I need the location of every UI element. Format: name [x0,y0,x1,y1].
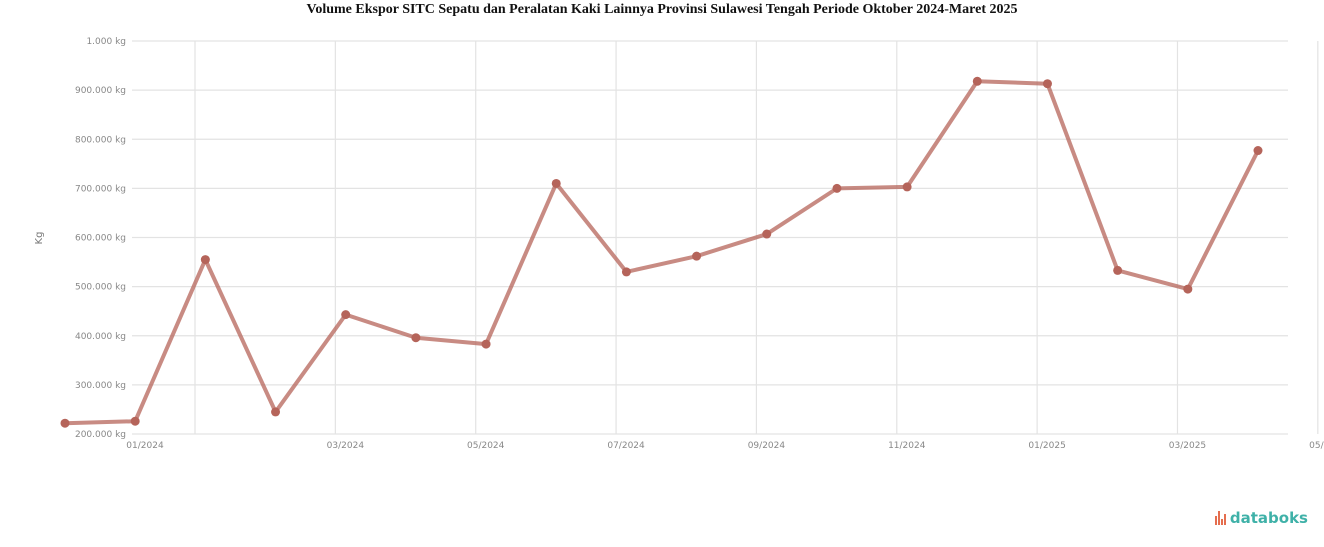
data-point[interactable] [60,418,70,428]
data-point[interactable] [621,267,631,277]
data-point[interactable] [341,310,351,320]
x-tick-label: 07/2024 [607,441,645,451]
y-tick-label: 200.000 kg [75,430,126,440]
data-point[interactable] [1253,146,1263,156]
data-point[interactable] [1113,265,1123,275]
data-point[interactable] [200,255,210,265]
y-tick-label: 700.000 kg [75,184,126,194]
x-tick-label: 03/2025 [1169,441,1206,451]
x-tick-label: 01/2024 [126,441,164,451]
data-point[interactable] [692,251,702,261]
databoks-logo-icon [1214,511,1226,525]
data-point[interactable] [551,178,561,188]
x-tick-label: 03/2024 [327,441,365,451]
series-layer [60,76,1263,428]
y-tick-label: 300.000 kg [75,381,126,391]
x-tick-label: 09/2024 [748,441,786,451]
y-tick-label: 800.000 kg [75,135,126,145]
data-point[interactable] [902,182,912,192]
x-tick-label: 11/2024 [888,441,926,451]
brand-name: databoks [1229,509,1308,527]
y-tick-label: 600.000 kg [75,234,126,244]
data-point[interactable] [1042,79,1052,89]
data-point[interactable] [972,76,982,86]
y-axis-label: Kg [34,232,45,245]
x-tick-label: 05/2025 [1309,441,1324,451]
data-point[interactable] [481,339,491,349]
x-tick-label: 05/2024 [467,441,505,451]
y-tick-label: 500.000 kg [75,283,126,293]
y-tick-label: 1.000 kg [86,37,126,47]
data-point[interactable] [411,333,421,343]
data-point[interactable] [130,416,140,426]
chart-title: Volume Ekspor SITC Sepatu dan Peralatan … [306,2,1018,17]
series-line [63,79,1260,426]
x-tick-label: 01/2025 [1028,441,1065,451]
data-point[interactable] [832,183,842,193]
y-tick-label: 400.000 kg [75,332,126,342]
y-axis-ticks: 200.000 kg 300.000 kg 400.000 kg 500.000 kg… [75,37,126,440]
data-point[interactable] [762,229,772,239]
databoks-logo[interactable]: databoks [1214,509,1308,527]
data-point[interactable] [1183,284,1193,294]
data-point[interactable] [271,407,281,417]
y-tick-label: 900.000 kg [75,86,126,96]
grid-lines [132,40,1319,435]
x-axis-ticks: 01/2024 03/2024 05/2024 07/2024 09/2024 11/20… [126,441,1324,451]
